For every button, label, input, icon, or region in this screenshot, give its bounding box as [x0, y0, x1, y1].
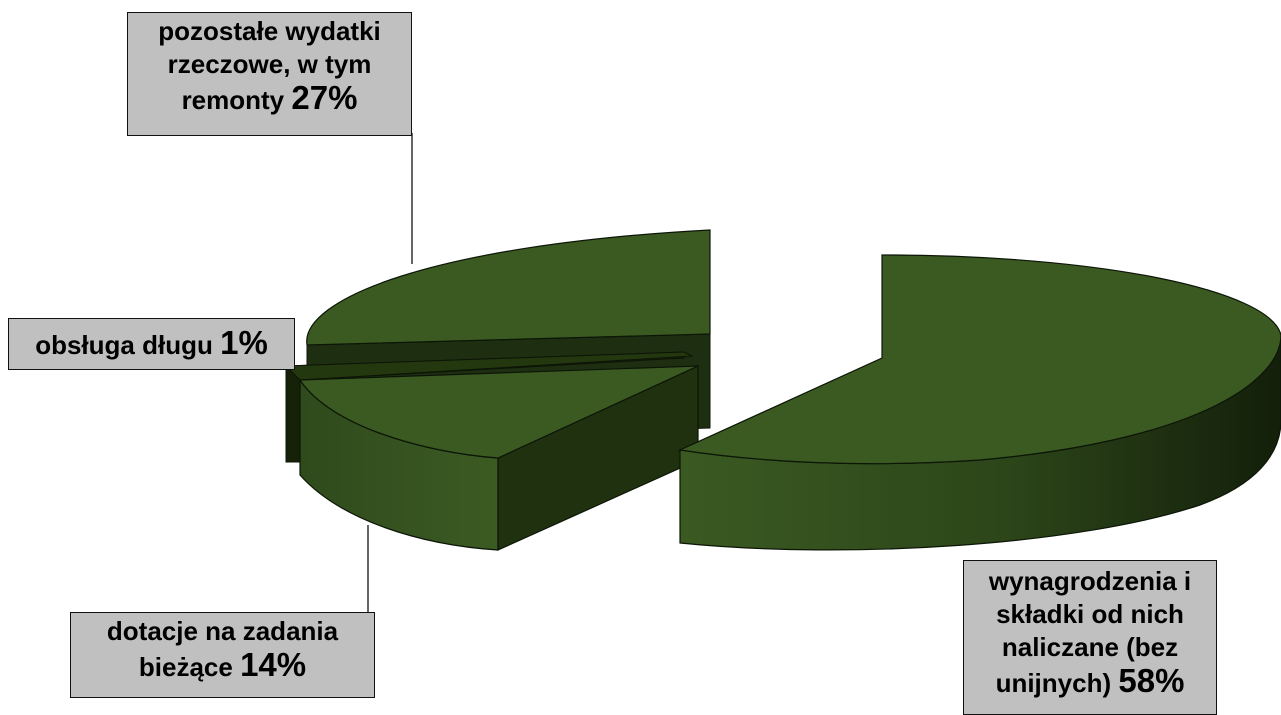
slice-58: [677, 254, 1281, 551]
label-27-line-3: remonty: [181, 85, 285, 115]
label-1-pct: 1%: [220, 324, 268, 361]
label-58-line-2: składki od nich: [996, 599, 1184, 629]
label-27-line-1: pozostałe wydatki: [158, 16, 381, 46]
label-14-line-1: dotacje na zadania: [106, 616, 339, 646]
label-1: obsługa długu 1%: [8, 318, 295, 370]
label-14-line-2: bieżące: [138, 652, 233, 682]
slice-14: [298, 365, 699, 551]
label-27-line-2: rzeczowe, w tym: [167, 49, 372, 79]
label-14: dotacje na zadania bieżące 14%: [70, 612, 375, 698]
label-58-pct: 58%: [1118, 662, 1185, 699]
label-58-line-3: naliczane (bez: [1001, 632, 1179, 662]
label-27-pct: 27%: [291, 79, 358, 116]
label-1-text: obsługa długu: [35, 330, 213, 360]
label-58-line-1: wynagrodzenia i: [988, 566, 1192, 596]
label-58-line-4: unijnych): [995, 668, 1112, 698]
label-58: wynagrodzenia i składki od nich naliczan…: [963, 560, 1217, 715]
label-27: pozostałe wydatki rzeczowe, w tym remont…: [127, 12, 412, 136]
label-14-pct: 14%: [240, 646, 307, 683]
